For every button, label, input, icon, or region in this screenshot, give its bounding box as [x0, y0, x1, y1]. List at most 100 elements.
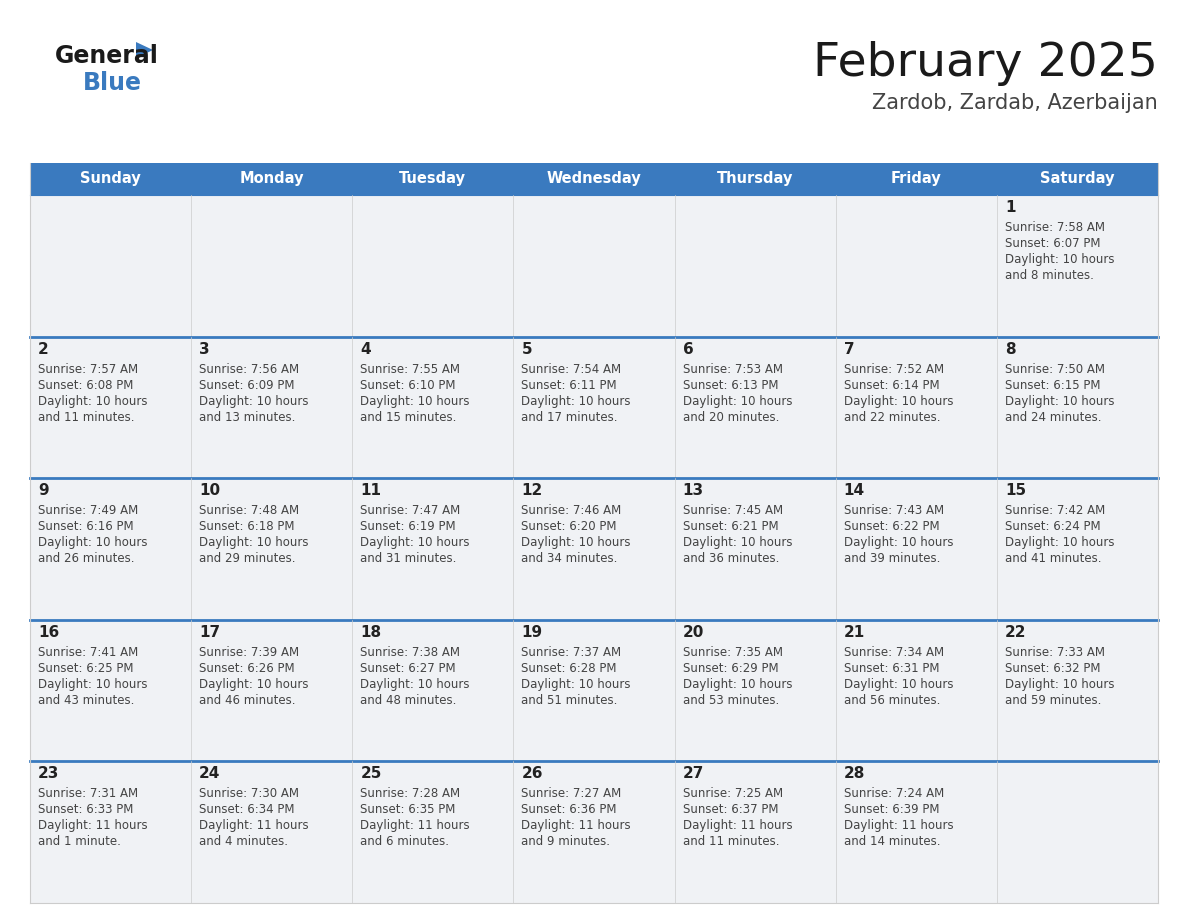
- Text: Daylight: 10 hours: Daylight: 10 hours: [522, 536, 631, 549]
- Text: 1: 1: [1005, 200, 1016, 215]
- Text: and 4 minutes.: and 4 minutes.: [200, 835, 289, 848]
- Text: 11: 11: [360, 483, 381, 498]
- Text: Sunrise: 7:24 AM: Sunrise: 7:24 AM: [843, 788, 944, 800]
- Bar: [997, 337, 1158, 478]
- Text: and 31 minutes.: and 31 minutes.: [360, 553, 456, 565]
- Text: Sunset: 6:39 PM: Sunset: 6:39 PM: [843, 803, 940, 816]
- Text: Sunset: 6:19 PM: Sunset: 6:19 PM: [360, 521, 456, 533]
- Bar: [513, 337, 675, 478]
- Text: Sunset: 6:08 PM: Sunset: 6:08 PM: [38, 378, 133, 392]
- Text: Sunset: 6:14 PM: Sunset: 6:14 PM: [843, 378, 940, 392]
- Bar: [675, 478, 835, 620]
- Text: and 22 minutes.: and 22 minutes.: [843, 410, 940, 423]
- Text: 8: 8: [1005, 341, 1016, 356]
- Text: Sunset: 6:22 PM: Sunset: 6:22 PM: [843, 521, 940, 533]
- Text: 7: 7: [843, 341, 854, 356]
- Text: Sunrise: 7:54 AM: Sunrise: 7:54 AM: [522, 363, 621, 375]
- Bar: [675, 337, 835, 478]
- Bar: [30, 195, 191, 337]
- Text: Sunset: 6:18 PM: Sunset: 6:18 PM: [200, 521, 295, 533]
- Text: Daylight: 10 hours: Daylight: 10 hours: [683, 395, 792, 408]
- Bar: [675, 163, 835, 195]
- Text: Sunrise: 7:56 AM: Sunrise: 7:56 AM: [200, 363, 299, 375]
- Text: 22: 22: [1005, 625, 1026, 640]
- Text: and 48 minutes.: and 48 minutes.: [360, 694, 456, 707]
- Text: Daylight: 10 hours: Daylight: 10 hours: [1005, 677, 1114, 691]
- Text: Daylight: 10 hours: Daylight: 10 hours: [843, 536, 953, 549]
- Polygon shape: [135, 42, 153, 58]
- Text: 5: 5: [522, 341, 532, 356]
- Text: Sunset: 6:10 PM: Sunset: 6:10 PM: [360, 378, 456, 392]
- Text: Daylight: 10 hours: Daylight: 10 hours: [360, 395, 469, 408]
- Bar: [30, 620, 191, 761]
- Text: Sunrise: 7:31 AM: Sunrise: 7:31 AM: [38, 788, 138, 800]
- Bar: [997, 761, 1158, 903]
- Text: Sunrise: 7:35 AM: Sunrise: 7:35 AM: [683, 645, 783, 659]
- Text: 23: 23: [38, 767, 59, 781]
- Text: Daylight: 10 hours: Daylight: 10 hours: [38, 677, 147, 691]
- Text: and 1 minute.: and 1 minute.: [38, 835, 121, 848]
- Text: 19: 19: [522, 625, 543, 640]
- Bar: [997, 195, 1158, 337]
- Bar: [997, 620, 1158, 761]
- Text: and 11 minutes.: and 11 minutes.: [38, 410, 134, 423]
- Text: Sunrise: 7:49 AM: Sunrise: 7:49 AM: [38, 504, 138, 517]
- Text: Sunrise: 7:43 AM: Sunrise: 7:43 AM: [843, 504, 943, 517]
- Text: Daylight: 10 hours: Daylight: 10 hours: [38, 536, 147, 549]
- Text: Saturday: Saturday: [1041, 172, 1114, 186]
- Text: Sunrise: 7:25 AM: Sunrise: 7:25 AM: [683, 788, 783, 800]
- Text: and 51 minutes.: and 51 minutes.: [522, 694, 618, 707]
- Text: Sunset: 6:33 PM: Sunset: 6:33 PM: [38, 803, 133, 816]
- Text: Daylight: 10 hours: Daylight: 10 hours: [843, 395, 953, 408]
- Text: 26: 26: [522, 767, 543, 781]
- Bar: [353, 163, 513, 195]
- Text: Sunrise: 7:57 AM: Sunrise: 7:57 AM: [38, 363, 138, 375]
- Text: and 41 minutes.: and 41 minutes.: [1005, 553, 1101, 565]
- Text: Blue: Blue: [83, 71, 143, 95]
- Text: Sunset: 6:37 PM: Sunset: 6:37 PM: [683, 803, 778, 816]
- Text: Sunset: 6:31 PM: Sunset: 6:31 PM: [843, 662, 940, 675]
- Text: Sunset: 6:07 PM: Sunset: 6:07 PM: [1005, 237, 1100, 250]
- Text: Sunset: 6:29 PM: Sunset: 6:29 PM: [683, 662, 778, 675]
- Text: Daylight: 10 hours: Daylight: 10 hours: [522, 395, 631, 408]
- Text: 2: 2: [38, 341, 49, 356]
- Text: Sunset: 6:35 PM: Sunset: 6:35 PM: [360, 803, 456, 816]
- Text: Sunset: 6:11 PM: Sunset: 6:11 PM: [522, 378, 617, 392]
- Text: Sunrise: 7:28 AM: Sunrise: 7:28 AM: [360, 788, 461, 800]
- Bar: [835, 195, 997, 337]
- Bar: [997, 478, 1158, 620]
- Text: General: General: [55, 44, 159, 68]
- Text: Daylight: 11 hours: Daylight: 11 hours: [843, 820, 953, 833]
- Bar: [353, 337, 513, 478]
- Text: and 53 minutes.: and 53 minutes.: [683, 694, 779, 707]
- Text: Daylight: 10 hours: Daylight: 10 hours: [200, 677, 309, 691]
- Text: and 39 minutes.: and 39 minutes.: [843, 553, 940, 565]
- Bar: [191, 195, 353, 337]
- Text: 17: 17: [200, 625, 220, 640]
- Bar: [675, 620, 835, 761]
- Text: Sunrise: 7:47 AM: Sunrise: 7:47 AM: [360, 504, 461, 517]
- Text: Daylight: 10 hours: Daylight: 10 hours: [1005, 395, 1114, 408]
- Bar: [675, 195, 835, 337]
- Bar: [191, 761, 353, 903]
- Text: Friday: Friday: [891, 172, 942, 186]
- Bar: [835, 478, 997, 620]
- Text: 16: 16: [38, 625, 59, 640]
- Text: and 9 minutes.: and 9 minutes.: [522, 835, 611, 848]
- Text: Sunrise: 7:55 AM: Sunrise: 7:55 AM: [360, 363, 460, 375]
- Text: Daylight: 10 hours: Daylight: 10 hours: [1005, 253, 1114, 266]
- Bar: [191, 163, 353, 195]
- Text: Sunset: 6:24 PM: Sunset: 6:24 PM: [1005, 521, 1100, 533]
- Text: and 56 minutes.: and 56 minutes.: [843, 694, 940, 707]
- Text: and 8 minutes.: and 8 minutes.: [1005, 269, 1094, 282]
- Text: February 2025: February 2025: [813, 40, 1158, 85]
- Text: Daylight: 11 hours: Daylight: 11 hours: [522, 820, 631, 833]
- Bar: [513, 163, 675, 195]
- Text: Sunset: 6:34 PM: Sunset: 6:34 PM: [200, 803, 295, 816]
- Text: Daylight: 10 hours: Daylight: 10 hours: [360, 536, 469, 549]
- Text: Sunset: 6:28 PM: Sunset: 6:28 PM: [522, 662, 617, 675]
- Bar: [191, 478, 353, 620]
- Text: and 34 minutes.: and 34 minutes.: [522, 553, 618, 565]
- Bar: [191, 337, 353, 478]
- Text: Sunset: 6:20 PM: Sunset: 6:20 PM: [522, 521, 617, 533]
